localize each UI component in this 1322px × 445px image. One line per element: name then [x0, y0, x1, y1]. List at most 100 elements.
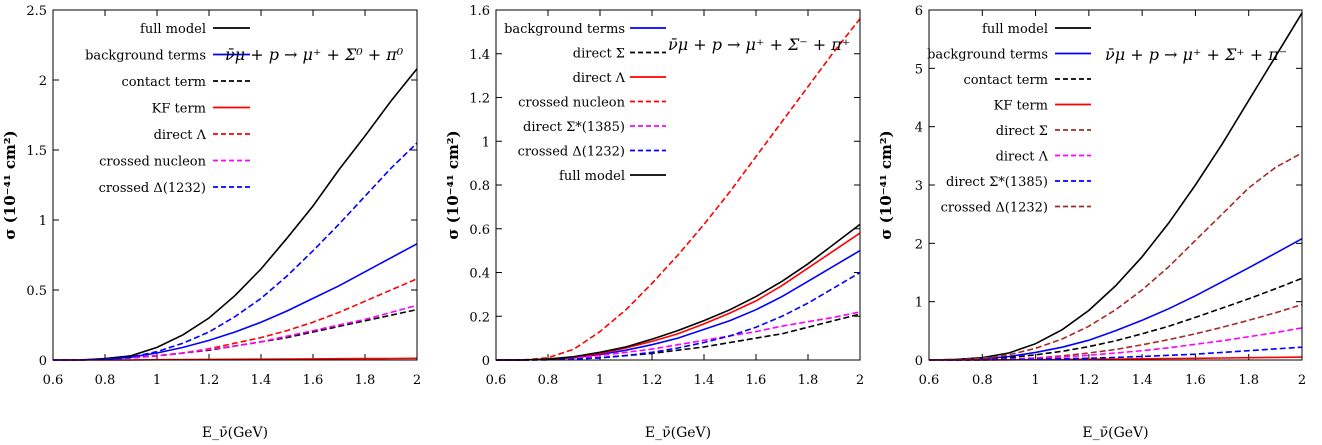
y-tick-label: 1.2 [469, 92, 490, 107]
x-tick-label: 0.8 [972, 373, 993, 388]
series-line-direct [496, 313, 861, 361]
x-tick-label: 1.2 [1079, 373, 1100, 388]
series-line-direct [929, 303, 1303, 361]
x-tick-label: 1.8 [355, 373, 376, 388]
y-tick-label: 6 [915, 4, 923, 19]
legend-label-background-terms: background terms [927, 48, 1048, 63]
chart-panel-1: 0.6 0.8 1 1.2 1.4 1.6 1.8 2 0 0.5 1 1.5 2 2.5 full mod… [1, 4, 421, 441]
plot-frame [928, 9, 1303, 361]
legend-label-contact-term: contact term [121, 75, 206, 90]
series-line-direct-1385 [929, 346, 1303, 361]
legend: full model background terms contact term KF… [85, 22, 250, 196]
chart-panel-2: 0.6 0.8 1 1.2 1.4 1.6 1.8 2 0 0.2 0.4 0.6 0.8 1 1.2 1.4… [444, 4, 864, 441]
series-line-direct-1385 [496, 311, 861, 361]
y-axis-label: σ (10⁻⁴¹ cm²) [444, 130, 462, 239]
legend-label-direct: direct Λ [573, 71, 626, 86]
reaction-annotation: ν̄μ + p → μ⁺ + Σ⁺ + π⁻ [1105, 45, 1287, 64]
series-line-crossed-nucleon [496, 18, 861, 361]
legend-label-direct-1385: direct Σ*(1385) [946, 175, 1048, 190]
legend-label-kf-term: KF term [152, 102, 206, 117]
y-axis-label: σ (10⁻⁴¹ cm²) [1, 130, 19, 239]
legend-label-background-terms: background terms [504, 22, 625, 37]
legend: full model background terms contact term KF… [927, 22, 1091, 216]
series-line-contact-term [929, 277, 1303, 361]
x-tick-label: 1.4 [251, 373, 272, 388]
y-tick-label: 0.5 [26, 284, 47, 299]
legend-label-kf-term: KF term [994, 99, 1048, 114]
legend-label-direct-1385: direct Σ*(1385) [523, 120, 625, 135]
x-tick-label: 0.8 [538, 373, 559, 388]
x-tick-label: 2 [1298, 373, 1306, 388]
plot-frame [495, 9, 861, 361]
y-tick-label: 2 [39, 74, 47, 89]
legend-label-crossed-1232: crossed Δ(1232) [99, 181, 206, 196]
x-tick-label: 0.6 [43, 373, 64, 388]
x-axis-label: E_ν̄(GeV) [1082, 425, 1148, 441]
x-tick-label: 1.8 [1238, 373, 1259, 388]
legend-label-full-model: full model [982, 22, 1048, 37]
x-tick-label: 1.4 [1132, 373, 1153, 388]
y-tick-label: 0.4 [469, 267, 490, 282]
series-line-direct [496, 232, 861, 361]
y-tick-label: 0.8 [469, 179, 490, 194]
series-line-crossed-1232 [496, 271, 861, 361]
legend-label-direct: direct Λ [154, 128, 207, 143]
x-axis-label: E_ν̄(GeV) [645, 425, 711, 441]
y-tick-label: 1 [39, 214, 47, 229]
x-tick-label: 0.8 [95, 373, 116, 388]
x-tick-label: 1.6 [746, 373, 767, 388]
legend-label-direct: direct Σ [996, 124, 1048, 139]
legend-label-crossed-nucleon: crossed nucleon [99, 155, 207, 170]
legend-label-crossed-1232: crossed Δ(1232) [518, 145, 625, 160]
y-axis-label: σ (10⁻⁴¹ cm²) [877, 130, 895, 239]
y-tick-label: 2.5 [26, 4, 47, 19]
legend: background terms direct Σ direct Λ crossed … [504, 22, 666, 184]
series-line-crossed-nucleon [53, 304, 418, 361]
reaction-annotation: ν̄μ + p → μ⁺ + Σ⁻ + π⁺ [668, 35, 850, 54]
x-tick-label: 1 [153, 373, 161, 388]
x-tick-label: 1.6 [1185, 373, 1206, 388]
x-tick-label: 1.2 [199, 373, 220, 388]
y-tick-label: 0.6 [469, 223, 490, 238]
series-line-direct [929, 327, 1303, 361]
series-line-full-model [53, 68, 418, 361]
x-tick-label: 1.6 [303, 373, 324, 388]
y-tick-label: 5 [915, 62, 923, 77]
legend-label-direct: direct Λ [996, 150, 1049, 165]
x-tick-label: 0.6 [919, 373, 940, 388]
x-tick-label: 1.8 [798, 373, 819, 388]
y-tick-label: 0.2 [469, 310, 490, 325]
plot-frame [52, 9, 418, 361]
legend-label-direct: direct Σ [573, 47, 625, 62]
y-tick-label: 3 [915, 179, 923, 194]
series-line-full-model [928, 12, 1303, 361]
x-tick-label: 1 [1031, 373, 1039, 388]
legend-label-full-model: full model [140, 22, 206, 37]
legend-label-full-model: full model [559, 169, 625, 184]
y-tick-label: 1.6 [469, 4, 490, 19]
chart-panel-3: 0.6 0.8 1 1.2 1.4 1.6 1.8 2 0 1 2 3 4 5 6 full model bac… [877, 4, 1306, 441]
series-line-crossed-1232 [53, 142, 418, 361]
y-tick-label: 1.4 [469, 48, 490, 63]
y-tick-label: 2 [915, 237, 923, 252]
series-line-full-model [496, 223, 861, 361]
legend-label-contact-term: contact term [963, 73, 1048, 88]
legend-label-background-terms: background terms [85, 49, 206, 64]
series-line-background-terms [53, 243, 418, 361]
x-tick-label: 2 [413, 373, 421, 388]
y-tick-label: 1.5 [26, 144, 47, 159]
x-axis-label: E_ν̄(GeV) [202, 425, 268, 441]
x-tick-label: 1 [596, 373, 604, 388]
y-tick-label: 4 [915, 121, 923, 136]
series-line-direct [53, 278, 418, 361]
y-tick-label: 0 [915, 354, 923, 369]
y-tick-label: 0 [482, 354, 490, 369]
series-line-background-terms [929, 237, 1303, 361]
x-tick-label: 1.4 [694, 373, 715, 388]
y-tick-label: 1 [482, 135, 490, 150]
y-tick-label: 1 [915, 296, 923, 311]
y-tick-label: 0 [39, 354, 47, 369]
legend-label-crossed-1232: crossed Δ(1232) [941, 201, 1048, 216]
x-tick-label: 2 [856, 373, 864, 388]
